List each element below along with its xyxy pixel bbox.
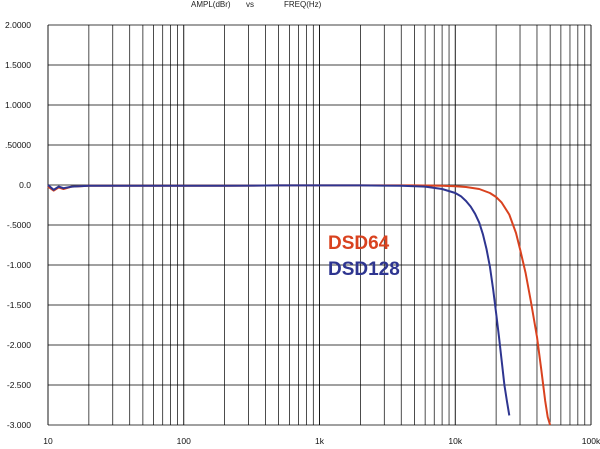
- y-tick-label: -2.500: [7, 380, 31, 390]
- y-tick-label: -1.500: [7, 300, 31, 310]
- y-tick-label: 0.0: [19, 180, 31, 190]
- x-axis-labels: 10 100 1k 10k 100k: [43, 436, 600, 446]
- y-tick-label: -.5000: [7, 220, 31, 230]
- title-freq: FREQ(Hz): [284, 0, 322, 9]
- y-tick-label: -3.000: [7, 420, 31, 430]
- chart-title: AMPL(dBr) vs FREQ(Hz): [191, 0, 322, 9]
- series-lines: [47, 184, 552, 426]
- x-tick-label: 100k: [582, 436, 600, 446]
- y-axis-labels: 2.0000 1.5000 1.0000 .50000 0.0 -.5000 -1.000 -…: [5, 20, 31, 430]
- x-tick-label: 1k: [315, 436, 325, 446]
- title-vs: vs: [246, 0, 254, 9]
- x-tick-label: 10: [43, 436, 53, 446]
- series-line-dsd128: [47, 184, 511, 416]
- y-tick-label: -2.000: [7, 340, 31, 350]
- x-tick-label: 100: [177, 436, 191, 446]
- grid: [47, 24, 592, 426]
- y-tick-label: 1.0000: [5, 100, 31, 110]
- title-ampl: AMPL(dBr): [191, 0, 231, 9]
- y-tick-label: -1.000: [7, 260, 31, 270]
- x-tick-label: 10k: [448, 436, 462, 446]
- legend: DSD64 DSD128: [328, 233, 400, 280]
- legend-dsd64: DSD64: [328, 233, 390, 254]
- y-tick-label: .50000: [5, 140, 31, 150]
- y-tick-label: 2.0000: [5, 20, 31, 30]
- legend-dsd128: DSD128: [328, 259, 400, 280]
- y-tick-label: 1.5000: [5, 60, 31, 70]
